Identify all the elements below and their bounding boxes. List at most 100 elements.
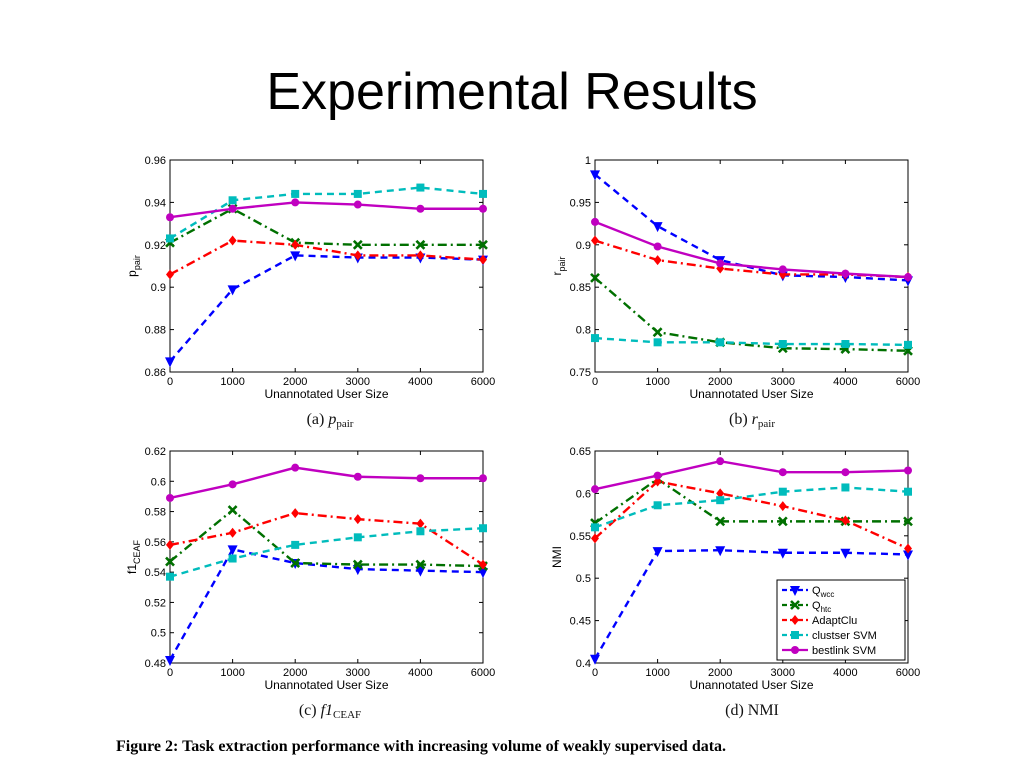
y-tick-label: 0.86 [145,367,166,379]
y-tick-label: 0.58 [145,507,166,519]
series-2-point [228,235,237,246]
legend-swatch-marker [791,646,799,654]
series-1-line [594,276,909,352]
y-axis-label-main: NMI [550,546,564,568]
y-axis-label: ppair [125,255,142,277]
y-tick-label: 0.75 [570,367,591,379]
series-3-point [166,234,174,243]
y-tick-label: 0.5 [576,573,591,585]
series-1-point [415,239,426,250]
series-4-point [778,468,787,477]
series-2-point [778,501,787,512]
series-4-point [591,485,599,494]
series-4-point [716,259,725,268]
series-1-point [478,239,488,250]
y-tick-label: 0.52 [145,597,166,609]
x-tick-label: 1000 [645,376,669,388]
series-1-point [352,239,363,250]
legend-label: clustser SVM [812,630,877,642]
series-3-point [591,334,599,343]
y-tick-label: 0.94 [145,197,166,209]
y-tick-label: 0.8 [576,325,591,337]
legend-entry: Qwcc [782,585,834,599]
y-tick-label: 0.45 [570,616,591,628]
series-4-point [416,204,425,213]
series-4-point [479,474,487,483]
series-2-point [653,255,662,266]
series-1-point [415,559,426,570]
series-0-point [903,550,913,561]
chart-b-svg: 0.75 0.8 0.85 0.9 0.95 1 0 1000 2000 3000 4000 6000… [550,155,920,401]
x-tick-label: 1000 [220,667,244,679]
series-1-line [169,508,484,568]
legend-label: Qhtc [812,600,831,614]
series-2-point [841,515,850,526]
y-tick-label: 0.4 [576,658,591,670]
chart-d-caption: (d) NMI [725,702,779,719]
y-axis-label-sub: pair [557,256,567,271]
series-3 [166,524,487,581]
series-3-point [904,340,912,349]
series-4-point [228,204,237,213]
chart-b-caption: (b) rpair [729,411,775,430]
series-3-point [841,340,850,349]
series-0-point [777,548,788,559]
series-2-point [479,254,487,265]
series-3-point [716,496,725,505]
series-3-point [291,189,300,198]
series-3-point [228,554,237,563]
series-2-point [166,269,174,280]
series-2-point [716,488,725,499]
series-2 [591,476,912,554]
legend-swatch-marker [790,600,800,610]
series-0 [590,546,913,665]
figure-caption: Figure 2: Task extraction performance wi… [116,738,727,755]
x-tick-label: 2000 [283,376,307,388]
series-0-point [478,568,488,579]
series-3 [166,183,487,243]
y-tick-label: 0.95 [570,197,591,209]
y-tick-label: 0.96 [145,155,166,167]
series-4-line [169,201,483,219]
series-2-point [479,559,487,570]
legend-label: bestlink SVM [812,645,876,657]
legend-label-sub: htc [821,605,832,614]
series-3-point [416,183,425,192]
series-4-point [904,273,912,282]
series-4-point [904,466,912,475]
series-0-point [590,654,600,665]
series-3-point [653,501,662,510]
series-3-point [716,338,725,347]
series-3-point [904,487,912,496]
series-0-point [715,546,726,557]
series-2-point [904,543,912,554]
series-0-point [290,251,301,262]
series-1-point [352,559,363,570]
series-2-point [228,527,237,538]
series-2-point [166,539,174,550]
x-tick-label: 0 [167,376,173,388]
series-3-line [594,486,909,529]
y-axis-label: f1CEAF [125,539,142,574]
x-tick-label: 4000 [408,667,432,679]
y-axis-label: rpair [550,256,567,275]
y-axis-label-sub: CEAF [132,539,142,564]
plot-area [169,159,484,373]
legend-label-main: bestlink SVM [812,645,876,657]
series-0-line [169,254,484,363]
chart-a-svg: 0.86 0.88 0.9 0.92 0.94 0.96 0 1000 2000 3000 4000… [125,155,495,401]
legend-swatch-marker [790,586,800,596]
series-4-point [228,480,237,489]
series-3-point [353,189,362,198]
legend-label-sub: wcc [820,590,835,599]
legend-label: Qwcc [812,585,834,599]
legend-label-main: Q [812,585,821,597]
series-1-point [777,516,788,527]
series-2-point [353,514,362,525]
series-3-point [479,524,487,533]
legend-label: AdaptClu [812,615,857,627]
y-axis-label-main: r [550,272,564,276]
series-4 [591,217,912,282]
series-4 [166,463,487,502]
